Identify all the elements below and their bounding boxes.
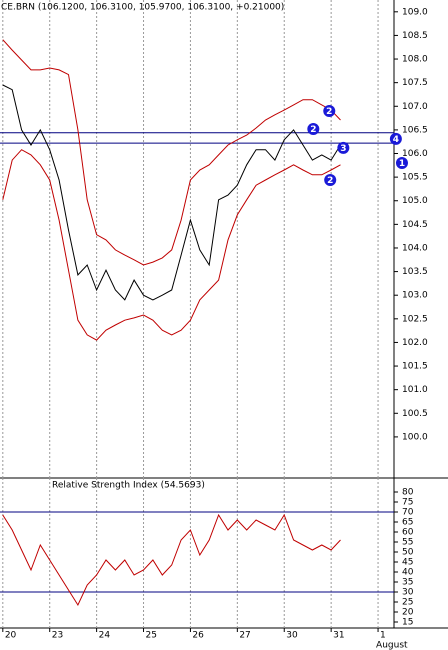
annotation-marker <box>395 156 408 169</box>
y-tick-label: 108.5 <box>402 31 428 41</box>
series-line <box>2 513 341 607</box>
annotation-label: 2 <box>327 176 333 186</box>
y-tick-label: 15 <box>402 618 413 628</box>
y-tick-label: 101.5 <box>402 362 428 372</box>
annotation-marker <box>337 141 350 154</box>
annotation-label: 2 <box>310 125 316 135</box>
y-tick-label: 100.5 <box>402 409 428 419</box>
y-tick-label: 70 <box>402 508 414 518</box>
y-tick-label: 40 <box>402 568 414 578</box>
y-tick-label: 106.0 <box>402 149 428 159</box>
y-tick-label: 107.0 <box>402 102 428 112</box>
chart-title: Relative Strength Index (54.5693) <box>52 481 205 491</box>
y-tick-label: 100.0 <box>402 432 428 442</box>
x-tick-label: 27 <box>239 631 250 641</box>
y-tick-label: 105.5 <box>402 173 428 183</box>
y-tick-label: 25 <box>402 598 413 608</box>
y-tick-label: 108.0 <box>402 55 428 65</box>
x-tick-label: 24 <box>99 631 111 641</box>
annotation-label: 2 <box>326 107 332 117</box>
month-label: August <box>376 641 408 650</box>
annotation-label: 3 <box>340 144 346 154</box>
x-tick-label: 31 <box>333 631 344 641</box>
y-tick-label: 65 <box>402 518 413 528</box>
annotation-marker <box>389 132 402 145</box>
y-tick-label: 106.5 <box>402 125 428 135</box>
y-tick-label: 35 <box>402 578 413 588</box>
y-tick-label: 104.5 <box>402 220 428 230</box>
annotation-label: 1 <box>399 159 405 169</box>
y-tick-label: 102.5 <box>402 314 428 324</box>
annotation-marker <box>307 122 320 135</box>
y-tick-label: 107.5 <box>402 78 428 88</box>
y-tick-label: 101.0 <box>402 385 428 395</box>
series-line <box>2 39 341 266</box>
x-tick-label: 25 <box>146 631 157 641</box>
y-tick-label: 60 <box>402 528 414 538</box>
y-tick-label: 103.5 <box>402 267 428 277</box>
annotation-label: 4 <box>393 135 399 145</box>
x-tick-label: 1 <box>380 631 386 641</box>
series-line <box>2 149 341 341</box>
y-tick-label: 75 <box>402 498 413 508</box>
y-tick-label: 102.0 <box>402 338 428 348</box>
annotation-marker <box>323 104 336 117</box>
y-tick-label: 103.0 <box>402 291 428 301</box>
y-tick-label: 45 <box>402 558 413 568</box>
series-line <box>2 84 341 301</box>
x-tick-label: 26 <box>192 631 204 641</box>
x-tick-label: 23 <box>52 631 63 641</box>
y-tick-label: 104.0 <box>402 243 428 253</box>
annotation-marker <box>324 173 337 186</box>
y-tick-label: 55 <box>402 538 413 548</box>
x-tick-label: 20 <box>5 631 17 641</box>
y-tick-label: 30 <box>402 588 414 598</box>
x-tick-label: 30 <box>286 631 298 641</box>
y-tick-label: 20 <box>402 608 414 618</box>
y-tick-label: 105.0 <box>402 196 428 206</box>
chart-title: CE.BRN (106.1200, 106.3100, 105.9700, 10… <box>1 3 284 13</box>
y-tick-label: 109.0 <box>402 7 428 17</box>
y-tick-label: 80 <box>402 488 414 498</box>
y-tick-label: 50 <box>402 548 414 558</box>
